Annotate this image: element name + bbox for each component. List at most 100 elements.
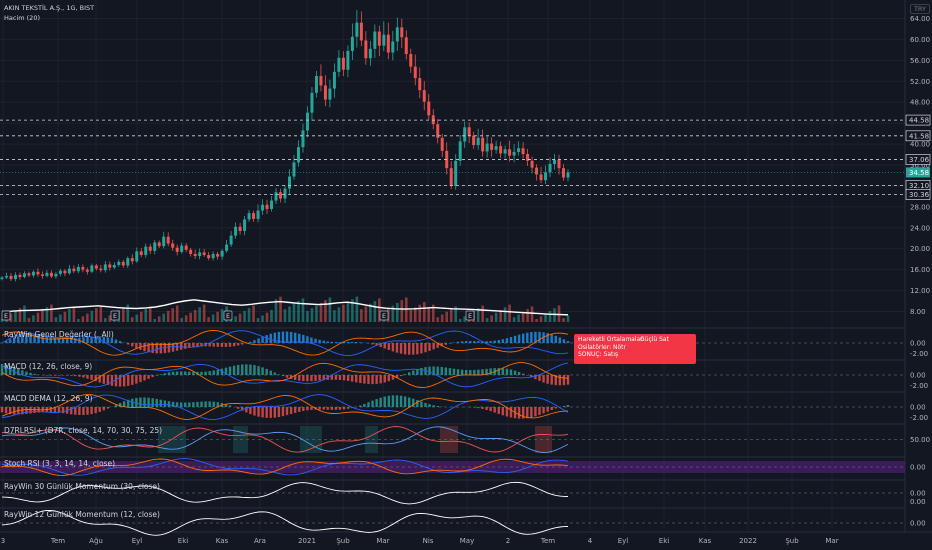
histogram-bar (167, 343, 171, 353)
volume-bar (256, 318, 260, 322)
candle-body (350, 36, 354, 51)
volume-bar (503, 307, 507, 322)
indicator-tick-label: 0.00 (910, 490, 926, 498)
histogram-bar (367, 402, 370, 407)
histogram-bar (257, 366, 260, 375)
y-tick-label: 56.00 (910, 57, 930, 65)
histogram-bar (342, 375, 346, 381)
histogram-bar (302, 334, 305, 343)
histogram-bar (473, 407, 476, 408)
histogram-bar (391, 375, 395, 380)
histogram-bar (184, 402, 187, 407)
candle-body (530, 160, 534, 168)
histogram-bar (114, 375, 118, 387)
histogram-bar (355, 342, 358, 343)
histogram-bar (566, 341, 570, 343)
histogram-bar (241, 407, 244, 411)
candle-body (180, 245, 184, 252)
volume-bar (319, 302, 323, 322)
histogram-bar (33, 373, 36, 375)
histogram-bar (236, 343, 240, 346)
volume-bar (162, 313, 166, 322)
histogram-bar (257, 407, 260, 417)
price-level-label: 32.10 (909, 182, 929, 190)
candle-body (252, 213, 256, 219)
histogram-bar (204, 401, 207, 407)
x-tick-label: 4 (588, 537, 593, 545)
histogram-bar (436, 366, 439, 375)
volume-bar (261, 315, 264, 322)
histogram-bar (383, 396, 386, 407)
histogram-bar (53, 336, 57, 343)
histogram-bar (102, 375, 105, 384)
candle-body (310, 92, 314, 113)
candle-body (395, 27, 399, 42)
histogram-bar (550, 375, 553, 385)
volume-bar (157, 316, 161, 322)
price-level-tag (905, 189, 931, 200)
x-tick-label: Kas (216, 537, 229, 545)
histogram-bar (505, 338, 509, 343)
histogram-bar (379, 397, 382, 407)
price-level-tag (905, 154, 931, 165)
volume-bar (81, 316, 85, 322)
volume-bar (63, 311, 67, 322)
histogram-bar (501, 339, 505, 343)
histogram-bar (546, 375, 549, 384)
x-tick-label: Ara (254, 537, 266, 545)
histogram-bar (78, 375, 81, 377)
candle-body (13, 274, 17, 280)
x-tick-label: 3 (1, 537, 5, 545)
volume-bar (346, 302, 350, 322)
histogram-bar (460, 341, 464, 343)
candle-body (22, 273, 26, 277)
volume-bar (95, 308, 98, 322)
histogram-bar (281, 331, 285, 343)
histogram-bar (139, 343, 142, 350)
histogram-bar (542, 375, 545, 383)
candle-body (553, 159, 557, 164)
volume-bar (144, 309, 148, 322)
candle-body (368, 48, 372, 59)
candle-body (67, 268, 71, 274)
candle-body (220, 250, 224, 257)
volume-bar (45, 307, 49, 322)
histogram-bar (82, 337, 85, 343)
histogram-bar (371, 343, 374, 345)
histogram-bar (298, 407, 301, 412)
volume-bar (50, 304, 53, 322)
volume-bar (413, 307, 417, 322)
currency-label[interactable]: TRY (909, 4, 930, 14)
histogram-bar (293, 375, 297, 380)
histogram-bar (505, 368, 509, 375)
candle-body (153, 242, 157, 251)
indicator-tick-label: 0.00 (910, 372, 926, 380)
histogram-bar (505, 407, 509, 417)
candle-body (535, 167, 539, 175)
histogram-bar (375, 375, 378, 384)
histogram-bar (8, 339, 12, 343)
histogram-bar (554, 407, 557, 409)
histogram-bar (477, 369, 480, 375)
indicator-label: D7RLRSI+ (D7R, close, 14, 70, 30, 75, 25… (4, 426, 162, 435)
candle-body (9, 275, 13, 280)
histogram-bar (355, 375, 358, 383)
histogram-bar (224, 343, 228, 347)
histogram-bar (330, 375, 334, 380)
histogram-bar (159, 374, 163, 375)
histogram-bar (127, 399, 130, 407)
candle-body (287, 176, 291, 189)
histogram-bar (106, 337, 110, 343)
volume-bar (198, 307, 201, 322)
indicator-label: MACD DEMA (12, 26, 9) (4, 394, 93, 403)
earnings-marker (465, 310, 475, 321)
histogram-bar (391, 343, 395, 352)
volume-bar (409, 310, 413, 322)
indicator-label: MACD (12, 26, close, 9) (4, 362, 92, 371)
y-tick-label: 28.00 (910, 203, 930, 211)
histogram-bar (469, 370, 472, 375)
histogram-bar (497, 340, 500, 343)
histogram-bar (346, 407, 350, 409)
histogram-bar (452, 368, 456, 375)
